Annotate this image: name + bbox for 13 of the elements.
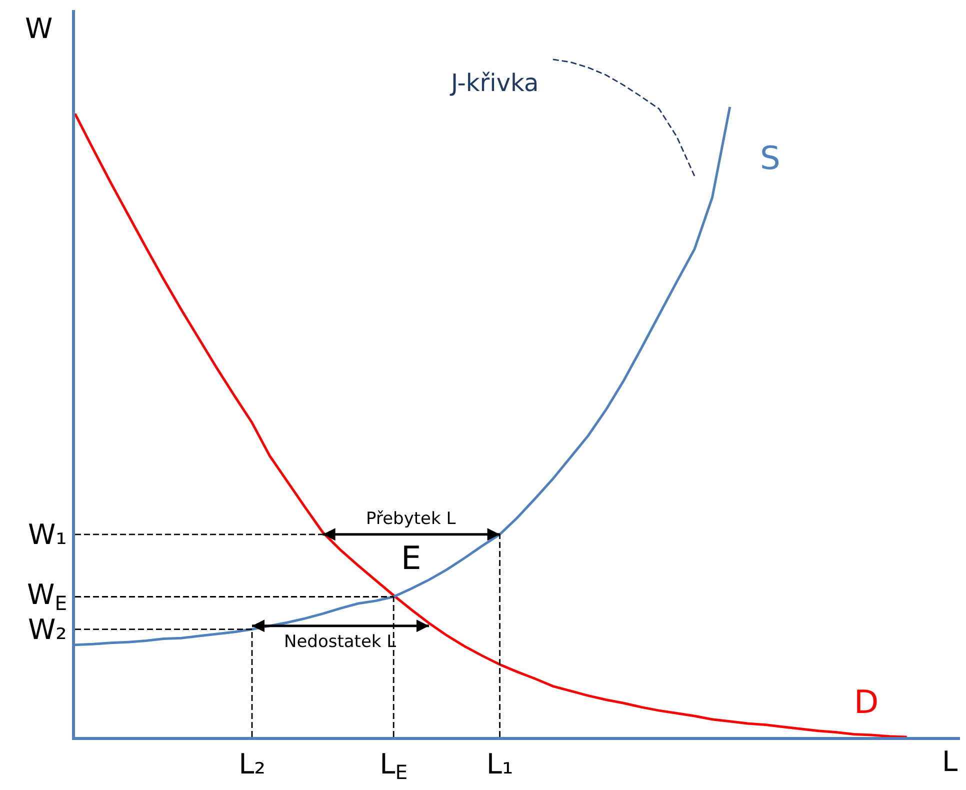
series-label: D [854, 683, 879, 721]
x-axis-title: L [942, 745, 958, 778]
annotation: E [401, 539, 422, 577]
series-label: J-křivka [449, 69, 539, 97]
x-tick-label: L$_{E}$ [380, 747, 408, 784]
ref-line-label: W₂ [28, 613, 67, 646]
x-tick-label: L₁ [486, 747, 514, 780]
ref-line-label: W₁ [28, 518, 67, 551]
ref-line-label: W$_{E}$ [27, 578, 68, 615]
series-label: Přebytek L [366, 509, 456, 529]
series-label: S [760, 139, 780, 177]
x-tick-label: L₂ [238, 747, 266, 780]
y-axis-title: W [25, 12, 53, 45]
